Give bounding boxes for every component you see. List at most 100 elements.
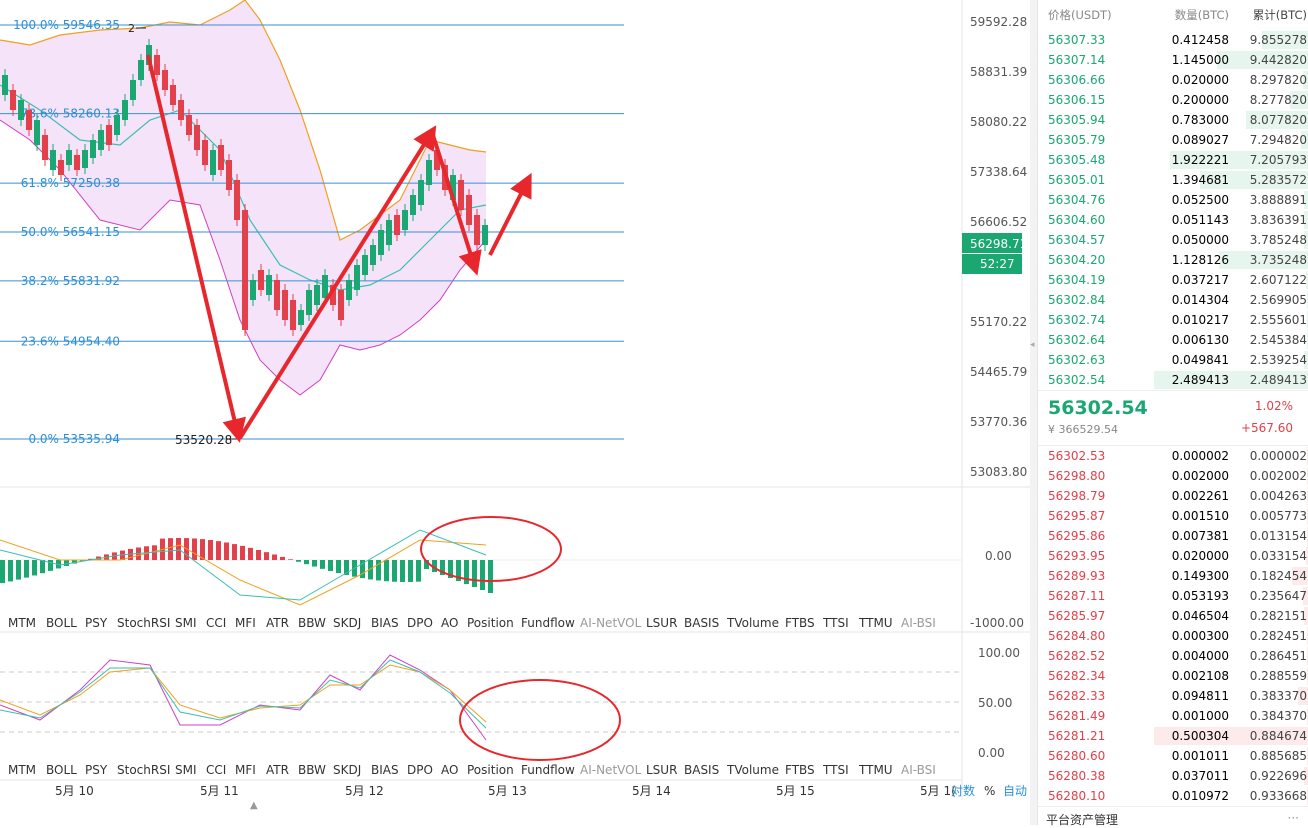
depth-bar bbox=[1304, 231, 1308, 249]
indicator-tab-mtm[interactable]: MTM bbox=[8, 763, 36, 777]
bid-row[interactable]: 56293.95 0.020000 0.033154 bbox=[1038, 546, 1308, 566]
ask-row[interactable]: 56304.20 1.128126 3.735248 bbox=[1038, 250, 1308, 270]
indicator-tab-boll[interactable]: BOLL bbox=[46, 763, 77, 777]
indicator-tab-bbw[interactable]: BBW bbox=[298, 616, 326, 630]
ask-row[interactable]: 56305.94 0.783000 8.077820 bbox=[1038, 110, 1308, 130]
depth-bar bbox=[1290, 91, 1308, 109]
bid-row[interactable]: 56298.80 0.002000 0.002002 bbox=[1038, 466, 1308, 486]
ask-row[interactable]: 56302.84 0.014304 2.569905 bbox=[1038, 290, 1308, 310]
ask-row[interactable]: 56302.63 0.049841 2.539254 bbox=[1038, 350, 1308, 370]
indicator-tab-ttsi[interactable]: TTSI bbox=[822, 616, 849, 630]
ask-row[interactable]: 56306.15 0.200000 8.277820 bbox=[1038, 90, 1308, 110]
indicator-tab-ttmu[interactable]: TTMU bbox=[858, 616, 893, 630]
indicator-tab-ftbs[interactable]: FTBS bbox=[785, 763, 815, 777]
bid-row[interactable]: 56287.11 0.053193 0.235647 bbox=[1038, 586, 1308, 606]
candle-body bbox=[50, 150, 56, 170]
indicator-tab-skdj[interactable]: SKDJ bbox=[333, 616, 361, 630]
indicator-tab-tvolume[interactable]: TVolume bbox=[726, 763, 779, 777]
bid-row[interactable]: 56281.49 0.001000 0.384370 bbox=[1038, 706, 1308, 726]
ask-row[interactable]: 56304.19 0.037217 2.607122 bbox=[1038, 270, 1308, 290]
ask-row[interactable]: 56305.48 1.922221 7.205793 bbox=[1038, 150, 1308, 170]
ask-row[interactable]: 56302.64 0.006130 2.545384 bbox=[1038, 330, 1308, 350]
indicator-tab-skdj[interactable]: SKDJ bbox=[333, 763, 361, 777]
ask-row[interactable]: 56302.54 2.489413 2.489413 bbox=[1038, 370, 1308, 390]
chart-area[interactable]: 100.0% 59546.35 78.6% 58260.13 61.8% 57250… bbox=[0, 0, 1030, 825]
ask-row[interactable]: 56305.01 1.394681 5.283572 bbox=[1038, 170, 1308, 190]
indicator-tab-basis[interactable]: BASIS bbox=[684, 763, 719, 777]
ask-row[interactable]: 56302.74 0.010217 2.555601 bbox=[1038, 310, 1308, 330]
indicator-tab-stochrsi[interactable]: StochRSI bbox=[117, 763, 170, 777]
indicator-tab-mfi[interactable]: MFI bbox=[235, 616, 256, 630]
indicator-tab-mtm[interactable]: MTM bbox=[8, 616, 36, 630]
indicator-tab-lsur[interactable]: LSUR bbox=[646, 763, 677, 777]
ask-row[interactable]: 56304.57 0.050000 3.785248 bbox=[1038, 230, 1308, 250]
indicator-tab-ao[interactable]: AO bbox=[441, 763, 458, 777]
indicator-tab-ttmu[interactable]: TTMU bbox=[858, 763, 893, 777]
price-chart[interactable]: 100.0% 59546.35 78.6% 58260.13 61.8% 57250… bbox=[0, 0, 1030, 825]
indicator-tab-bbw[interactable]: BBW bbox=[298, 763, 326, 777]
macd-bar bbox=[424, 560, 429, 569]
indicator-tab-ai-netvol[interactable]: AI-NetVOL bbox=[580, 763, 642, 777]
indicator-tab-cci[interactable]: CCI bbox=[206, 616, 226, 630]
indicator-tab-cci[interactable]: CCI bbox=[206, 763, 226, 777]
ask-row[interactable]: 56307.14 1.145000 9.442820 bbox=[1038, 50, 1308, 70]
bid-row[interactable]: 56289.93 0.149300 0.182454 bbox=[1038, 566, 1308, 586]
bid-row[interactable]: 56282.34 0.002108 0.288559 bbox=[1038, 666, 1308, 686]
indicator-tab-lsur[interactable]: LSUR bbox=[646, 616, 677, 630]
depth-bar bbox=[1304, 607, 1308, 625]
bid-row[interactable]: 56302.53 0.000002 0.000002 bbox=[1038, 446, 1308, 466]
bid-row[interactable]: 56295.87 0.001510 0.005773 bbox=[1038, 506, 1308, 526]
order-book-footer[interactable]: 平台资产管理 ··· bbox=[1038, 806, 1308, 827]
bid-row[interactable]: 56280.10 0.010972 0.933668 bbox=[1038, 786, 1308, 806]
ask-row[interactable]: 56306.66 0.020000 8.297820 bbox=[1038, 70, 1308, 90]
indicator-tab-ai-bsi[interactable]: AI-BSI bbox=[901, 763, 936, 777]
bid-row[interactable]: 56280.38 0.037011 0.922696 bbox=[1038, 766, 1308, 786]
collapse-icon[interactable]: ◂ bbox=[1030, 340, 1035, 350]
indicator-tab-fundflow[interactable]: Fundflow bbox=[521, 763, 575, 777]
bid-qty: 0.053193 bbox=[1171, 589, 1229, 603]
indicator-tab-ai-bsi[interactable]: AI-BSI bbox=[901, 616, 936, 630]
indicator-tab-stochrsi[interactable]: StochRSI bbox=[117, 616, 170, 630]
bid-row[interactable]: 56298.79 0.002261 0.004263 bbox=[1038, 486, 1308, 506]
indicator-tab-smi[interactable]: SMI bbox=[175, 616, 197, 630]
indicator-tab-position[interactable]: Position bbox=[467, 616, 514, 630]
scale-auto-button[interactable]: 自动 bbox=[1003, 784, 1027, 798]
bid-row[interactable]: 56280.60 0.001011 0.885685 bbox=[1038, 746, 1308, 766]
indicator-tab-dpo[interactable]: DPO bbox=[407, 763, 433, 777]
indicator-tab-boll[interactable]: BOLL bbox=[46, 616, 77, 630]
indicator-tab-basis[interactable]: BASIS bbox=[684, 616, 719, 630]
ask-row[interactable]: 56304.76 0.052500 3.888891 bbox=[1038, 190, 1308, 210]
bid-row[interactable]: 56295.86 0.007381 0.013154 bbox=[1038, 526, 1308, 546]
bid-row[interactable]: 56282.52 0.004000 0.286451 bbox=[1038, 646, 1308, 666]
bid-list: 56302.53 0.000002 0.000002 56298.80 0.002000… bbox=[1038, 446, 1308, 806]
bid-row[interactable]: 56282.33 0.094811 0.383370 bbox=[1038, 686, 1308, 706]
scale-pct-button[interactable]: % bbox=[984, 784, 995, 798]
more-icon[interactable]: ··· bbox=[1287, 811, 1299, 825]
ask-price: 56304.76 bbox=[1048, 193, 1106, 207]
indicator-tab-position[interactable]: Position bbox=[467, 763, 514, 777]
indicator-tab-bias[interactable]: BIAS bbox=[371, 763, 399, 777]
indicator-tab-ttsi[interactable]: TTSI bbox=[822, 763, 849, 777]
indicator-tab-psy[interactable]: PSY bbox=[85, 763, 108, 777]
indicator-tab-ftbs[interactable]: FTBS bbox=[785, 616, 815, 630]
indicator-tab-ai-netvol[interactable]: AI-NetVOL bbox=[580, 616, 642, 630]
bid-row[interactable]: 56281.21 0.500304 0.884674 bbox=[1038, 726, 1308, 746]
ask-row[interactable]: 56307.33 0.412458 9.855278 bbox=[1038, 30, 1308, 50]
indicator-tab-tvolume[interactable]: TVolume bbox=[726, 616, 779, 630]
indicator-tab-fundflow[interactable]: Fundflow bbox=[521, 616, 575, 630]
bid-row[interactable]: 56284.80 0.000300 0.282451 bbox=[1038, 626, 1308, 646]
panel-divider[interactable]: ◂ bbox=[1030, 0, 1037, 825]
indicator-tab-psy[interactable]: PSY bbox=[85, 616, 108, 630]
indicator-tab-bias[interactable]: BIAS bbox=[371, 616, 399, 630]
indicator-tab-atr[interactable]: ATR bbox=[266, 763, 289, 777]
ask-row[interactable]: 56304.60 0.051143 3.836391 bbox=[1038, 210, 1308, 230]
ask-row[interactable]: 56305.79 0.089027 7.294820 bbox=[1038, 130, 1308, 150]
indicator-tab-ao[interactable]: AO bbox=[441, 616, 458, 630]
bid-row[interactable]: 56285.97 0.046504 0.282151 bbox=[1038, 606, 1308, 626]
indicator-tab-dpo[interactable]: DPO bbox=[407, 616, 433, 630]
asset-management-link[interactable]: 平台资产管理 bbox=[1046, 813, 1119, 827]
indicator-tab-smi[interactable]: SMI bbox=[175, 763, 197, 777]
indicator-tab-mfi[interactable]: MFI bbox=[235, 763, 256, 777]
indicator-tab-atr[interactable]: ATR bbox=[266, 616, 289, 630]
scale-log-button[interactable]: 对数 bbox=[951, 783, 975, 798]
